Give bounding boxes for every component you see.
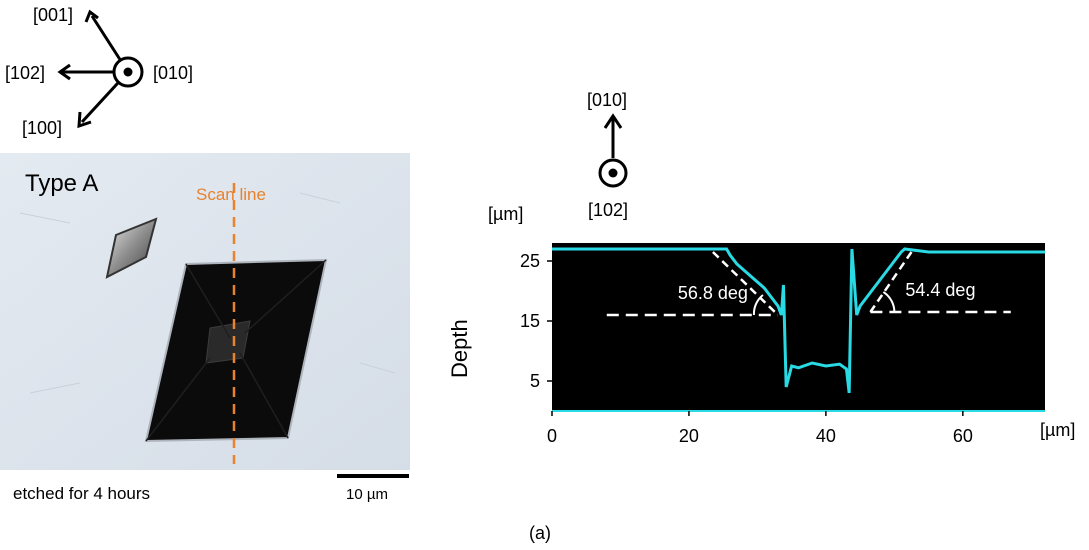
angle-label-left: 56.8 deg	[678, 283, 748, 303]
profile-axis-label-010: [010]	[587, 90, 628, 110]
micrograph-image	[0, 153, 410, 470]
scale-bar-label: 10 µm	[346, 486, 388, 503]
angle-arc-left	[752, 294, 764, 316]
angle-arc-right	[882, 291, 896, 313]
scale-bar	[337, 474, 409, 478]
y-tick-label: 25	[520, 251, 540, 271]
x-tick-label: 0	[547, 426, 557, 446]
x-axis-unit: [µm]	[1040, 420, 1076, 440]
wall-angle-line-left	[712, 251, 779, 316]
axis-100-arrowhead	[77, 111, 92, 129]
crystal-orientation-axes	[57, 9, 144, 129]
out-of-plane-dot-icon	[608, 168, 618, 178]
axis-102-arrowhead	[57, 63, 71, 81]
plot-area	[552, 243, 1045, 411]
y-axis-unit: [µm]	[488, 204, 524, 224]
profile-orientation-axes	[598, 113, 628, 188]
type-label: Type A	[25, 170, 99, 197]
axis-010-arrowhead	[603, 113, 623, 129]
small-etch-pit	[105, 217, 158, 279]
y-axis-label: Depth	[447, 319, 472, 378]
y-tick-label: 15	[520, 311, 540, 331]
panel-label: (a)	[529, 523, 551, 543]
y-tick-label: 5	[530, 371, 540, 391]
axis-label-100: [100]	[22, 118, 63, 138]
axis-001-arrowhead	[84, 9, 99, 23]
out-of-plane-dot-icon	[123, 67, 133, 77]
x-tick-label: 20	[679, 426, 699, 446]
x-tick-label: 60	[953, 426, 973, 446]
x-tick-label: 40	[816, 426, 836, 446]
scan-line-label: Scan line	[196, 185, 266, 204]
axis-label-102: [102]	[5, 63, 46, 83]
micrograph: Type A Scan line	[0, 153, 410, 470]
depth-profile-line	[552, 247, 1045, 394]
micrograph-caption: etched for 4 hours	[13, 484, 151, 503]
profile-axis-label-102: [102]	[588, 200, 629, 220]
axis-label-010: [010]	[153, 63, 194, 83]
axis-label-001: [001]	[33, 5, 74, 25]
angle-label-right: 54.4 deg	[905, 280, 975, 300]
